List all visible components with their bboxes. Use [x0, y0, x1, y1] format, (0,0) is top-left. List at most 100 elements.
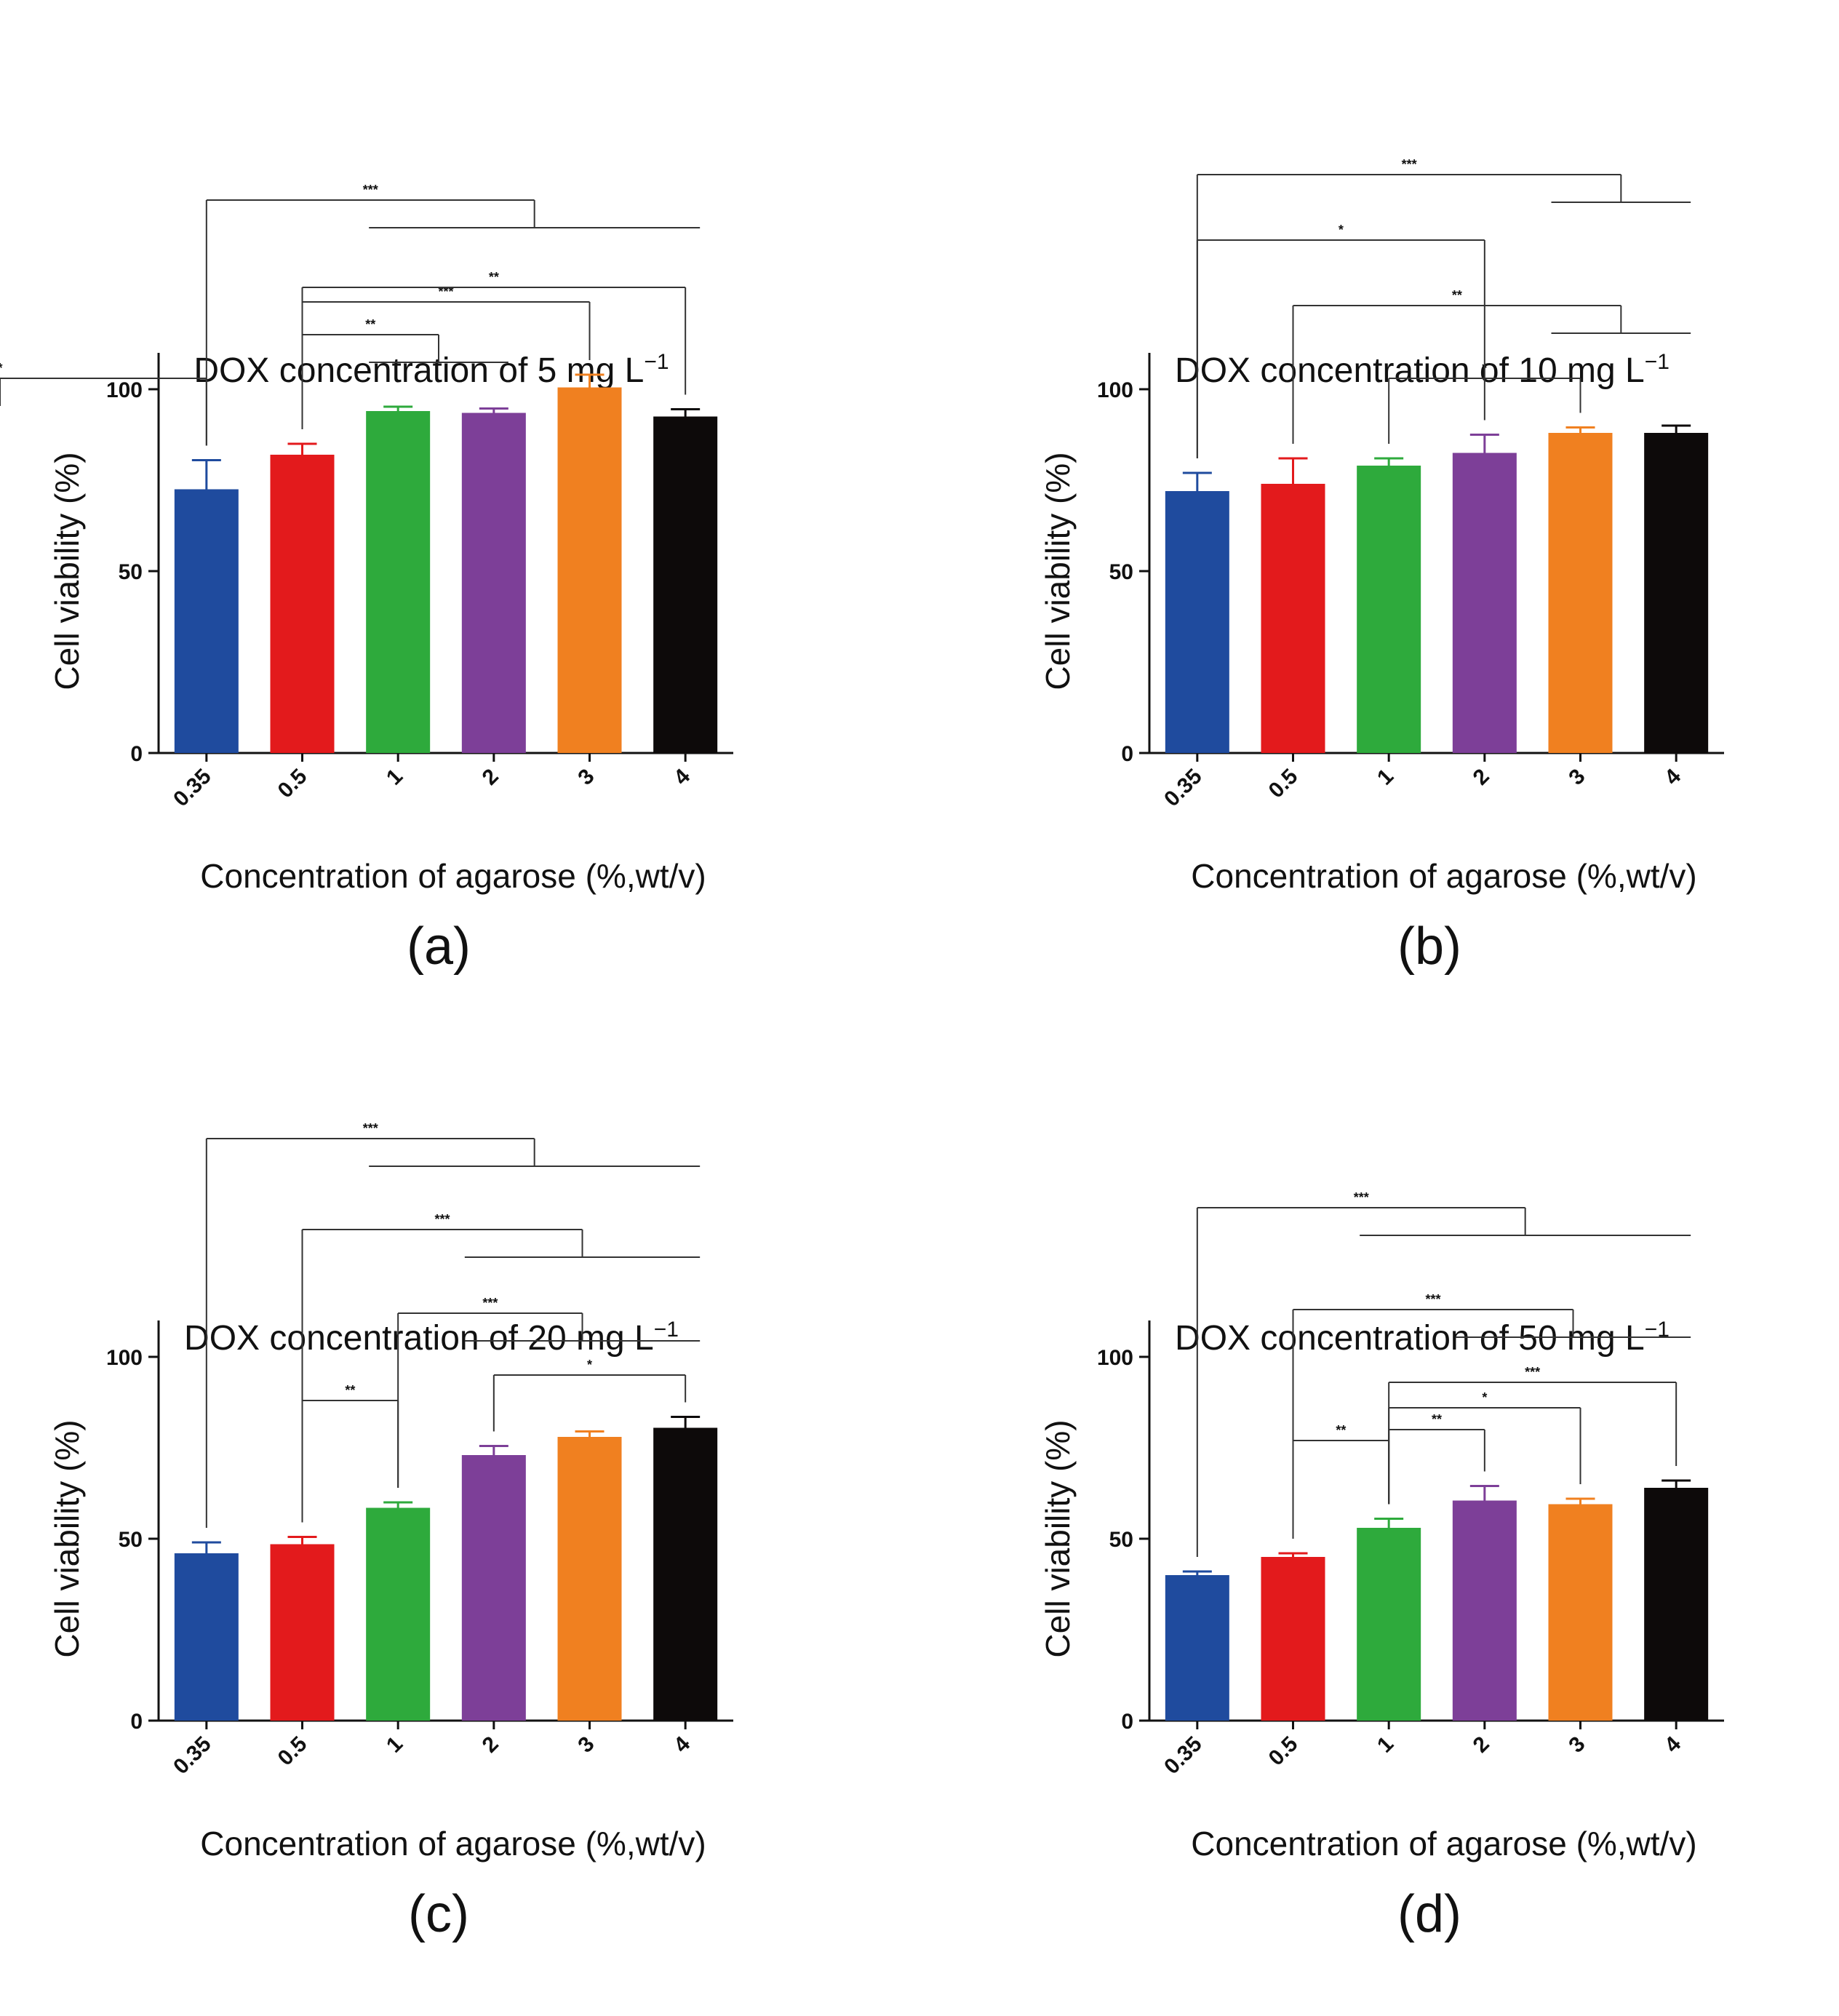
x-tick-label: 0.5 — [274, 1732, 312, 1771]
y-tick-label: 50 — [119, 1528, 143, 1552]
x-tick-label: 1 — [1373, 1732, 1398, 1758]
x-tick-label: 3 — [1564, 1732, 1589, 1758]
bar-4 — [653, 1427, 718, 1721]
x-tick-label: 0.35 — [169, 765, 216, 812]
y-axis-label: Cell viability (%) — [1039, 1419, 1077, 1657]
y-tick-label: 100 — [106, 378, 143, 402]
significance-label: *** — [363, 1121, 378, 1136]
chart-title-superscript: −1 — [1645, 350, 1670, 374]
significance-label: *** — [1402, 157, 1417, 172]
x-tick-label: 2 — [1469, 765, 1494, 790]
significance-label: ** — [489, 270, 499, 284]
significance-label: * — [1482, 1390, 1487, 1405]
bar-0.35 — [1165, 491, 1229, 753]
x-tick-label: 0.35 — [1160, 765, 1207, 812]
y-tick-label: 50 — [1109, 560, 1133, 584]
x-tick-label: 0.35 — [1160, 1732, 1207, 1780]
bar-0.35 — [174, 1553, 239, 1721]
significance-label: ** — [345, 1383, 355, 1398]
x-axis-label: Concentration of agarose (%,wt/v) — [200, 857, 706, 895]
significance-label: ** — [1452, 288, 1462, 303]
x-tick-label: 0.5 — [1264, 765, 1303, 803]
bar-4 — [653, 416, 718, 753]
y-axis-label: Cell viability (%) — [48, 1419, 86, 1657]
bar-3 — [557, 387, 622, 753]
x-tick-label: 1 — [382, 765, 407, 790]
significance-label: *** — [1525, 1365, 1540, 1379]
bar-1 — [1357, 1528, 1421, 1721]
panel-label: (d) — [1397, 1885, 1461, 1943]
y-tick-label: 0 — [1121, 742, 1133, 766]
significance-label: *** — [482, 1296, 498, 1310]
x-tick-label: 1 — [1373, 765, 1398, 790]
significance-label: ** — [365, 317, 375, 332]
x-tick-label: 4 — [1660, 764, 1686, 789]
significance-label: ** — [1336, 1423, 1346, 1438]
y-tick-label: 100 — [1097, 378, 1133, 402]
bar-3 — [1548, 433, 1613, 753]
y-tick-label: 50 — [1109, 1528, 1133, 1552]
panel-c: DOX concentration of 20 mg L−1 0 50 100 Cell… — [48, 1121, 733, 1943]
significance-label: *** — [1354, 1190, 1369, 1205]
panel-label: (c) — [408, 1885, 469, 1943]
bar-0.5 — [1261, 484, 1325, 753]
chart-title-superscript: −1 — [654, 1318, 679, 1342]
y-tick-label: 100 — [1097, 1346, 1133, 1370]
bar-2 — [1452, 453, 1517, 753]
significance-label: * — [587, 1358, 592, 1372]
significance-label: *** — [434, 1212, 450, 1227]
chart-title-superscript: −1 — [1645, 1318, 1670, 1342]
x-axis-label: Concentration of agarose (%,wt/v) — [1191, 1825, 1696, 1862]
bar-4 — [1644, 1488, 1709, 1721]
significance-label: * — [1339, 223, 1344, 237]
significance-label: *** — [1425, 1292, 1440, 1307]
x-tick-label: 4 — [669, 1732, 695, 1757]
x-tick-label: 2 — [1469, 1732, 1494, 1758]
bar-4 — [1644, 433, 1709, 753]
significance-label: * — [0, 361, 3, 375]
panel-d: DOX concentration of 50 mg L−1050100Cell… — [1039, 1190, 1724, 1943]
significance-label: *** — [363, 183, 378, 197]
bar-0.5 — [270, 455, 335, 753]
y-tick-label: 50 — [119, 560, 143, 584]
y-axis-label: Cell viability (%) — [48, 452, 86, 690]
bar-1 — [366, 411, 431, 753]
chart-title: DOX concentration of 5 mg L−1 — [194, 350, 669, 390]
bar-2 — [461, 1455, 526, 1721]
x-tick-label: 2 — [478, 1732, 503, 1758]
chart-title-superscript: −1 — [644, 350, 669, 374]
bar-0.5 — [1261, 1557, 1325, 1721]
x-tick-label: 3 — [573, 765, 599, 790]
bar-2 — [1452, 1500, 1517, 1721]
x-axis-label: Concentration of agarose (%,wt/v) — [1191, 857, 1696, 895]
y-tick-label: 100 — [106, 1346, 143, 1370]
x-tick-label: 0.5 — [274, 765, 312, 803]
x-tick-label: 4 — [669, 764, 695, 789]
bar-2 — [461, 413, 526, 753]
bar-0.5 — [270, 1544, 335, 1721]
x-tick-label: 0.5 — [1264, 1732, 1303, 1771]
bar-3 — [1548, 1504, 1613, 1721]
bar-0.35 — [174, 489, 239, 753]
chart-title: DOX concentration of 20 mg L−1 — [184, 1318, 679, 1358]
x-tick-label: 1 — [382, 1732, 407, 1758]
panel-b: DOX concentration of 10 mg L−1 0 50 100 Cell… — [1039, 157, 1724, 976]
bar-1 — [1357, 466, 1421, 753]
y-tick-label: 0 — [1121, 1710, 1133, 1734]
bar-1 — [366, 1507, 431, 1721]
panel-a: DOX concentration of 5 mg L−1 0 50 100 Cell … — [0, 183, 733, 976]
y-axis-label: Cell viability (%) — [1039, 452, 1077, 690]
y-tick-label: 0 — [130, 742, 143, 766]
bar-0.35 — [1165, 1575, 1229, 1721]
x-tick-label: 0.35 — [169, 1732, 216, 1780]
x-tick-label: 3 — [573, 1732, 599, 1758]
bar-3 — [557, 1437, 622, 1721]
y-tick-label: 0 — [130, 1710, 143, 1734]
panel-label: (b) — [1397, 917, 1461, 976]
significance-label: ** — [1432, 1412, 1442, 1427]
chart-title: DOX concentration of 10 mg L−1 — [1175, 350, 1670, 390]
x-tick-label: 2 — [478, 765, 503, 790]
x-tick-label: 4 — [1660, 1732, 1686, 1757]
panel-label: (a) — [407, 917, 471, 976]
